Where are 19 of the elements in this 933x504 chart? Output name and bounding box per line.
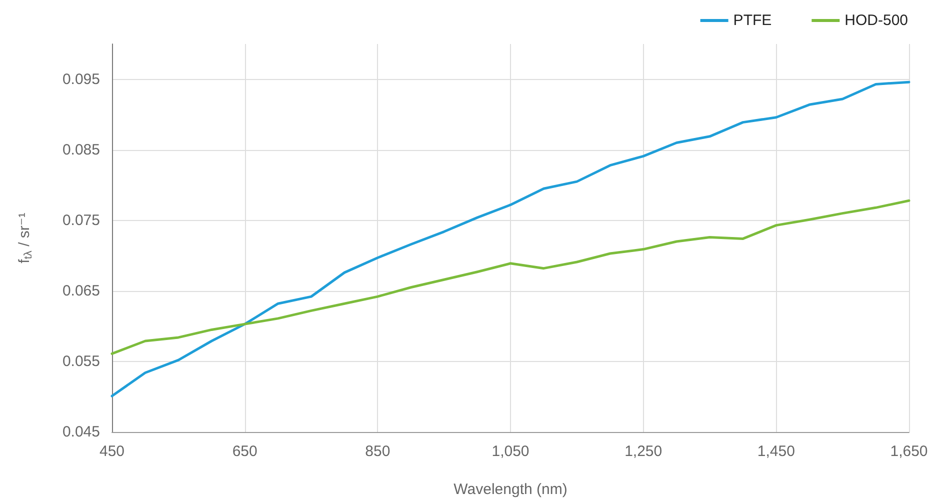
x-tick-label: 850: [365, 443, 390, 460]
x-tick-label: 450: [99, 443, 125, 460]
legend-label: HOD-500: [844, 12, 908, 29]
line-series: [110, 199, 910, 355]
y-axis-title: ftλ / sr⁻¹: [16, 212, 34, 264]
y-tick-label: 0.045: [62, 424, 100, 440]
x-tick-label: 1,450: [757, 443, 795, 460]
y-tick-label: 0.095: [62, 70, 100, 88]
legend-label: PTFE: [733, 12, 772, 29]
y-tick-label: 0.065: [62, 282, 100, 300]
x-tick-label: 1,650: [890, 443, 928, 460]
y-tick-label: 0.075: [62, 212, 100, 229]
line-series: [110, 80, 910, 398]
x-tick-label: 1,050: [492, 443, 530, 460]
x-tick-label: 650: [232, 443, 258, 460]
x-tick-label: 1,250: [624, 443, 662, 460]
y-tick-label: 0.055: [62, 352, 100, 370]
x-axis-title: Wavelength (nm): [454, 481, 568, 498]
y-tick-label: 0.085: [62, 141, 100, 158]
